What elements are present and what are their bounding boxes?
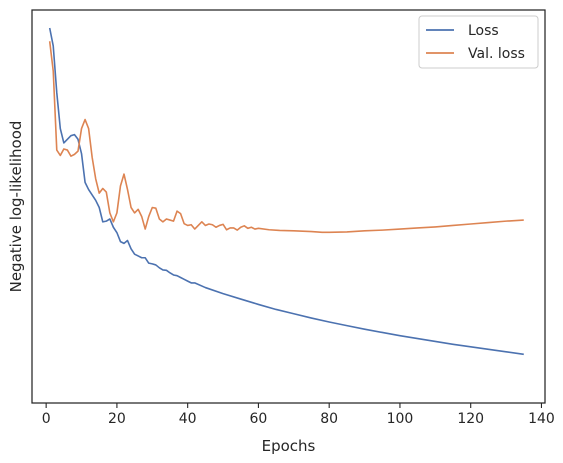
x-tick-label: 0 [42,411,51,427]
legend-label-0: Loss [468,23,499,39]
series-line-0 [48,27,524,356]
legend-box [418,15,539,69]
x-tick-label: 40 [179,411,197,427]
y-axis-label: Negative log-likelihood [7,121,25,293]
x-axis-label: Epochs [262,437,316,455]
legend: Loss Val. loss [418,15,539,69]
x-tick-label: 100 [387,411,414,427]
plot-frame [31,9,546,404]
series-lines [48,27,524,356]
x-ticks: 0 20 40 60 80 100 120 140 [42,403,555,427]
x-tick-label: 120 [457,411,484,427]
series-line-1 [48,41,524,234]
x-tick-label: 80 [320,411,338,427]
x-tick-label: 60 [250,411,268,427]
x-tick-label: 140 [528,411,555,427]
x-tick-label: 20 [108,411,126,427]
legend-label-1: Val. loss [468,46,525,62]
